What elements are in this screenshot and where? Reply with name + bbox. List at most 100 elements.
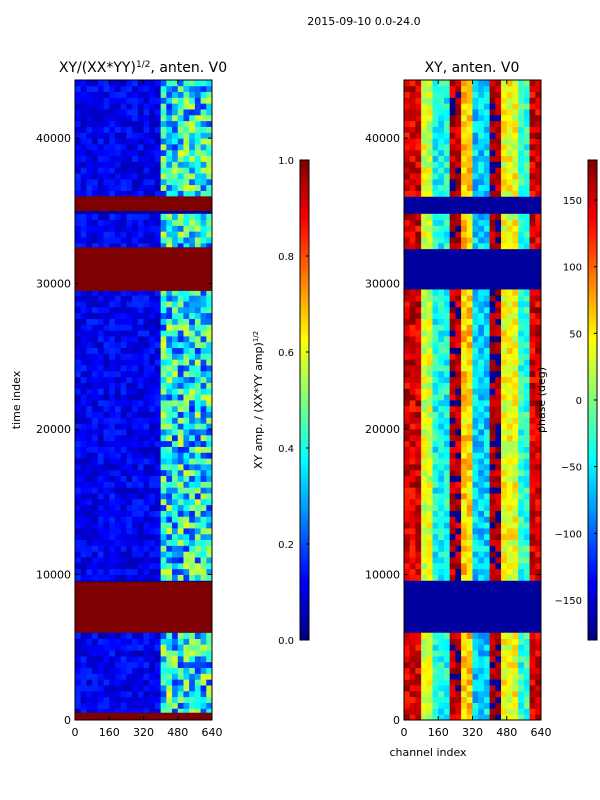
left-heatmap-cell	[166, 685, 173, 692]
right-heatmap-cell	[404, 411, 411, 418]
left-heatmap-cell	[149, 516, 156, 523]
right-heatmap-cell	[489, 289, 496, 296]
left-heatmap-cell	[86, 91, 93, 98]
left-heatmap-cell	[86, 347, 93, 354]
left-heatmap-cell	[92, 219, 99, 226]
right-heatmap-cell	[455, 120, 462, 127]
right-heatmap-cell	[535, 656, 542, 663]
right-heatmap-cell	[461, 242, 468, 250]
left-heatmap-cell	[160, 225, 167, 232]
left-heatmap-cell	[206, 394, 213, 401]
right-heatmap-cell	[461, 161, 468, 168]
left-heatmap-cell	[194, 458, 201, 465]
right-heatmap-cell	[461, 528, 468, 535]
right-heatmap-cell	[501, 370, 508, 378]
left-heatmap-cell	[80, 493, 87, 500]
right-heatmap-cell	[455, 434, 462, 442]
right-heatmap-cell	[455, 656, 462, 663]
right-heatmap-cell	[478, 405, 485, 413]
left-heatmap-cell	[149, 452, 156, 459]
left-heatmap-cell	[194, 679, 201, 686]
right-heatmap-cell	[489, 679, 496, 686]
left-heatmap-cell	[160, 301, 167, 308]
right-heatmap-cell	[415, 446, 422, 453]
right-heatmap-cell	[483, 312, 491, 319]
left-heatmap-cell	[154, 359, 162, 366]
right-heatmap-cell	[535, 522, 542, 529]
left-heatmap-cell	[86, 330, 93, 337]
right-heatmap-cell	[529, 144, 536, 151]
right-heatmap-cell	[512, 679, 519, 686]
right-heatmap-cell	[489, 114, 496, 122]
left-heatmap-cell	[189, 353, 196, 360]
right-heatmap-cell	[478, 184, 485, 191]
left-heatmap-cell	[75, 167, 82, 174]
right-heatmap-cell	[438, 190, 445, 197]
right-heatmap-cell	[506, 533, 513, 541]
left-heatmap-cell	[149, 126, 156, 133]
right-heatmap-cell	[495, 289, 502, 296]
right-heatmap-cell	[404, 353, 411, 360]
left-heatmap-cell	[120, 498, 127, 506]
left-heatmap-cell	[143, 650, 150, 657]
left-heatmap-cell	[143, 452, 150, 459]
left-heatmap-cell	[97, 178, 104, 186]
right-heatmap-cell	[421, 429, 428, 436]
left-heatmap-cell	[103, 423, 110, 430]
left-heatmap-cell	[132, 661, 139, 669]
right-heatmap-cell	[535, 423, 542, 430]
left-heatmap-cell	[103, 173, 110, 180]
right-heatmap-cell	[409, 85, 416, 93]
left-heatmap-cell	[114, 312, 122, 319]
left-heatmap-cell	[206, 481, 213, 488]
left-heatmap-cell	[114, 155, 122, 162]
left-heatmap-cell	[126, 161, 133, 168]
right-heatmap-cell	[472, 242, 479, 250]
left-heatmap-cell	[132, 400, 139, 407]
left-heatmap-cell	[166, 423, 173, 430]
right-heatmap-cell	[512, 219, 519, 226]
right-heatmap-cell	[512, 568, 519, 575]
right-heatmap-cell	[518, 336, 525, 343]
left-heatmap-cell	[109, 411, 116, 418]
left-heatmap-cell	[92, 155, 99, 162]
right-heatmap-cell	[443, 685, 451, 692]
right-heatmap-cell	[501, 539, 508, 546]
right-heatmap-cell	[421, 656, 428, 663]
right-heatmap-cell	[455, 452, 462, 459]
right-heatmap-cell	[518, 440, 525, 447]
left-heatmap-cell	[143, 289, 150, 296]
right-heatmap-cell	[461, 289, 468, 296]
right-heatmap-cell	[409, 295, 416, 302]
right-heatmap-cell	[495, 545, 502, 552]
left-heatmap-cell	[143, 242, 150, 250]
left-heatmap-cell	[80, 661, 87, 669]
right-heatmap-cell	[455, 359, 462, 366]
left-heatmap-cell	[114, 318, 122, 325]
left-heatmap-cell	[183, 237, 190, 244]
left-heatmap-cell	[132, 539, 139, 546]
right-heatmap-cell	[455, 242, 462, 250]
left-heatmap-cell	[172, 161, 179, 168]
right-heatmap-cell	[512, 469, 519, 477]
left-heatmap-cell	[194, 434, 201, 442]
left-heatmap-cell	[109, 400, 116, 407]
left-heatmap-cell	[200, 365, 207, 372]
left-heatmap-cell	[143, 161, 150, 168]
left-heatmap-cell	[126, 452, 133, 459]
right-heatmap-cell	[529, 475, 536, 482]
left-heatmap-cell	[109, 167, 116, 174]
right-heatmap-cell	[478, 394, 485, 401]
right-heatmap-cell	[535, 574, 542, 581]
left-heatmap-cell	[137, 516, 144, 523]
left-heatmap-cell	[143, 661, 150, 669]
right-heatmap-cell	[472, 365, 479, 372]
right-heatmap-cell	[443, 702, 451, 709]
left-heatmap-cell	[160, 155, 167, 162]
right-heatmap-cell	[404, 498, 411, 506]
left-heatmap-cell	[80, 673, 87, 680]
right-heatmap-cell	[409, 347, 416, 354]
left-heatmap-cell	[154, 103, 162, 110]
right-heatmap-cell	[404, 231, 411, 238]
right-heatmap-cell	[409, 109, 416, 116]
